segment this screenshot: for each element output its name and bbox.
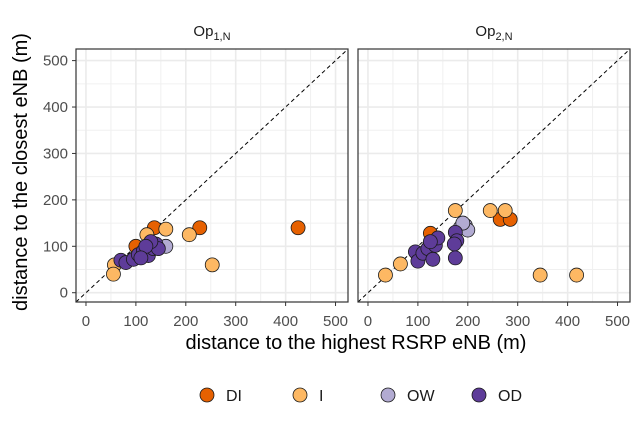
x-tick-label: 500 bbox=[605, 313, 630, 330]
point-i bbox=[393, 256, 408, 272]
y-tick-label: 300 bbox=[43, 145, 68, 162]
legend-marker-od bbox=[471, 387, 487, 403]
identity-line bbox=[75, 48, 349, 303]
point-od bbox=[133, 250, 149, 266]
point-i bbox=[106, 266, 121, 282]
panel-frame bbox=[357, 48, 631, 303]
point-od bbox=[422, 234, 438, 250]
panel-title: Op1,N bbox=[193, 23, 230, 43]
legend: DI I OW OD bbox=[199, 387, 522, 405]
x-tick-label: 400 bbox=[555, 313, 580, 330]
x-tick-label: 0 bbox=[364, 313, 372, 330]
x-tick-label: 200 bbox=[173, 313, 198, 330]
panel-2: 0 100 200 300 400 500 Op2,N bbox=[357, 23, 631, 330]
point-i bbox=[569, 267, 584, 283]
point-i bbox=[482, 203, 498, 218]
x-tick-label: 0 bbox=[82, 313, 90, 330]
panel-1: 0 100 200 300 400 500 0 100 200 300 400 500 Op1,N bbox=[43, 23, 349, 330]
point-i bbox=[204, 257, 220, 273]
point-i bbox=[532, 267, 548, 283]
x-tick-label: 100 bbox=[123, 313, 148, 330]
point-od bbox=[446, 236, 462, 252]
y-tick-label: 200 bbox=[43, 192, 68, 209]
point-i bbox=[378, 267, 393, 283]
panel-frame bbox=[75, 48, 349, 303]
point-di bbox=[192, 220, 208, 236]
x-tick-label: 100 bbox=[405, 313, 430, 330]
point-od bbox=[425, 251, 441, 267]
legend-marker-ow bbox=[380, 387, 396, 403]
legend-marker-di bbox=[199, 387, 215, 403]
point-od bbox=[447, 250, 463, 266]
legend-marker-i bbox=[292, 387, 308, 403]
legend-label-i: I bbox=[319, 388, 323, 405]
y-tick-label: 100 bbox=[43, 238, 68, 255]
x-tick-label: 500 bbox=[323, 313, 348, 330]
panel-title: Op2,N bbox=[475, 23, 512, 43]
y-axis-label: distance to the closest eNB (m) bbox=[10, 33, 32, 311]
point-i bbox=[158, 221, 174, 237]
y-tick-label: 0 bbox=[60, 285, 68, 302]
x-axis-label: distance to the highest RSRP eNB (m) bbox=[186, 332, 527, 354]
point-i bbox=[181, 227, 197, 243]
legend-label-od: OD bbox=[498, 388, 522, 405]
y-tick-label: 500 bbox=[43, 53, 68, 70]
point-i bbox=[497, 203, 513, 218]
x-tick-label: 200 bbox=[455, 313, 480, 330]
legend-label-di: DI bbox=[226, 388, 242, 405]
x-tick-label: 400 bbox=[273, 313, 298, 330]
x-tick-label: 300 bbox=[505, 313, 530, 330]
point-di bbox=[290, 220, 306, 236]
y-tick-label: 400 bbox=[43, 99, 68, 116]
point-i bbox=[447, 203, 463, 218]
identity-line bbox=[357, 48, 631, 303]
legend-label-ow: OW bbox=[407, 388, 435, 405]
x-tick-label: 300 bbox=[223, 313, 248, 330]
